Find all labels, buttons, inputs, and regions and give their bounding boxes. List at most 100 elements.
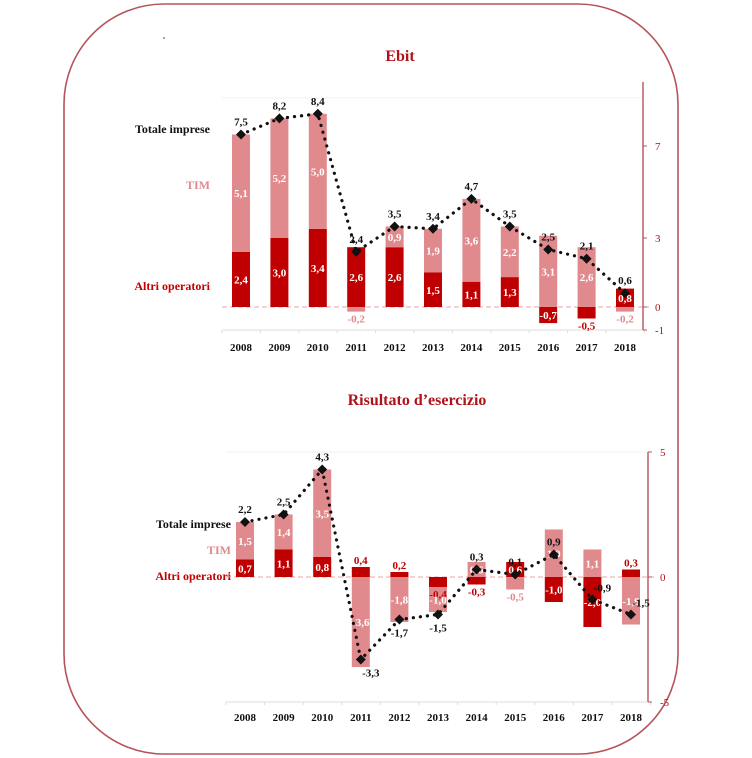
data-label-tim: 5,0 <box>311 166 325 178</box>
data-label-altri-operatori: -0,5 <box>578 321 596 333</box>
data-label-altri-operatori: 1,5 <box>426 285 440 297</box>
x-tick-label: 2010 <box>311 712 334 724</box>
bar-tim <box>583 549 602 577</box>
bar-tim <box>270 118 289 238</box>
totale-imprese-marker <box>548 549 559 560</box>
totale-imprese-marker <box>587 594 598 605</box>
data-label-totale-imprese: 8,4 <box>311 96 325 108</box>
data-label-totale-imprese: 2,5 <box>541 232 555 244</box>
data-label-tim: -0,5 <box>506 592 524 604</box>
x-tick-label: 2013 <box>422 342 445 354</box>
data-label-tim: -1,8 <box>391 595 409 607</box>
data-label-altri-operatori: -0,4 <box>429 589 447 601</box>
legend-altri-operatori: Altri operatori <box>155 569 231 583</box>
data-label-altri-operatori: -0,3 <box>468 587 486 599</box>
data-label-altri-operatori: 1,1 <box>277 558 291 570</box>
bar-altri-operatori <box>462 281 481 307</box>
x-tick-label: 2016 <box>537 342 560 354</box>
x-tick-label: 2016 <box>543 712 566 724</box>
data-label-totale-imprese: 8,2 <box>273 100 287 112</box>
ebit-chart: Ebit Totale imprese TIM Altri operatori … <box>134 48 664 354</box>
data-label-totale-imprese: 0,6 <box>618 275 632 287</box>
data-label-tim: 3,5 <box>315 508 329 520</box>
frame-border <box>63 3 679 755</box>
data-label-altri-operatori: 0,8 <box>618 293 632 305</box>
data-label-totale-imprese: 3,4 <box>426 211 440 223</box>
totale-imprese-marker <box>355 654 366 665</box>
totale-imprese-marker <box>389 221 400 232</box>
bar-altri-operatori <box>347 247 366 307</box>
totale-imprese-marker <box>312 108 323 119</box>
data-label-altri-operatori: 3,4 <box>311 263 325 275</box>
totale-imprese-marker <box>351 246 362 257</box>
data-label-altri-operatori: 0,7 <box>238 563 252 575</box>
bar-tim <box>274 514 293 550</box>
bar-tim <box>500 226 519 278</box>
data-label-altri-operatori: 0,3 <box>624 558 638 570</box>
totale-imprese-marker <box>240 517 250 527</box>
bar-altri-operatori <box>274 549 293 577</box>
data-label-tim: 2,6 <box>580 272 594 284</box>
x-tick-label: 2010 <box>307 342 330 354</box>
x-tick-label: 2008 <box>234 712 257 724</box>
data-label-totale-imprese: -1,7 <box>391 628 409 640</box>
bar-tim <box>539 235 558 307</box>
data-label-totale-imprese: -1,5 <box>632 598 650 610</box>
totale-imprese-marker <box>504 221 515 232</box>
data-label-altri-operatori: 0,8 <box>315 562 329 574</box>
bar-altri-operatori <box>539 307 558 324</box>
totale-imprese-marker <box>428 223 438 234</box>
data-label-totale-imprese: 2,4 <box>349 234 363 246</box>
x-tick-label: 2013 <box>427 712 450 724</box>
totale-imprese-marker <box>543 244 554 255</box>
totale-imprese-marker <box>317 464 328 475</box>
x-tick-label: 2017 <box>581 712 604 724</box>
data-label-tim: 5,2 <box>273 173 287 185</box>
data-label-altri-operatori: 3,0 <box>273 268 287 280</box>
x-tick-label: 2018 <box>620 712 643 724</box>
legend-tim: TIM <box>186 178 210 192</box>
bar-altri-operatori <box>236 559 254 577</box>
totale-imprese-marker <box>394 614 405 625</box>
legend-totale-imprese: Totale imprese <box>156 517 232 531</box>
data-label-totale-imprese: 2,2 <box>238 504 252 516</box>
x-tick-label: 2009 <box>268 342 291 354</box>
x-tick-label: 2011 <box>350 712 371 724</box>
bar-tim <box>506 577 525 590</box>
data-label-tim: -3,6 <box>352 617 370 629</box>
data-label-totale-imprese: 3,5 <box>388 209 402 221</box>
y-tick-label: -5 <box>660 697 670 709</box>
bar-altri-operatori <box>313 557 332 577</box>
data-label-tim: -0,2 <box>616 314 634 326</box>
data-label-altri-operatori: -0,7 <box>539 310 557 322</box>
data-label-tim: 2,2 <box>503 247 517 259</box>
totale-imprese-marker <box>510 569 521 580</box>
data-label-tim: 1,1 <box>586 558 600 570</box>
x-tick-label: 2012 <box>384 342 407 354</box>
totale-imprese-marker <box>581 253 592 264</box>
bar-altri-operatori <box>577 307 596 319</box>
totale-imprese-marker <box>466 193 477 204</box>
bar-altri-operatori <box>308 228 327 307</box>
data-label-tim: 1,9 <box>426 246 440 258</box>
totale-imprese-marker <box>471 564 482 575</box>
bar-tim <box>429 587 447 612</box>
totale-imprese-marker <box>433 609 443 620</box>
data-label-totale-imprese: 3,5 <box>503 209 517 221</box>
data-label-altri-operatori: 1,1 <box>465 289 479 301</box>
risultato-esercizio-chart: Risultato d’esercizio Totale imprese TIM… <box>155 392 669 724</box>
totale-imprese-marker <box>236 129 246 140</box>
bar-altri-operatori <box>351 567 370 577</box>
stray-dot <box>163 37 165 39</box>
bar-altri-operatori <box>500 277 519 307</box>
bar-tim <box>424 228 442 273</box>
data-label-altri-operatori: 2,4 <box>234 274 248 286</box>
y-tick-label: -1 <box>655 325 664 337</box>
data-label-totale-imprese: 4,7 <box>465 181 479 193</box>
bar-tim <box>236 522 254 560</box>
totale-imprese-marker <box>278 509 289 520</box>
totale-imprese-line <box>239 112 627 295</box>
x-tick-label: 2015 <box>504 712 527 724</box>
